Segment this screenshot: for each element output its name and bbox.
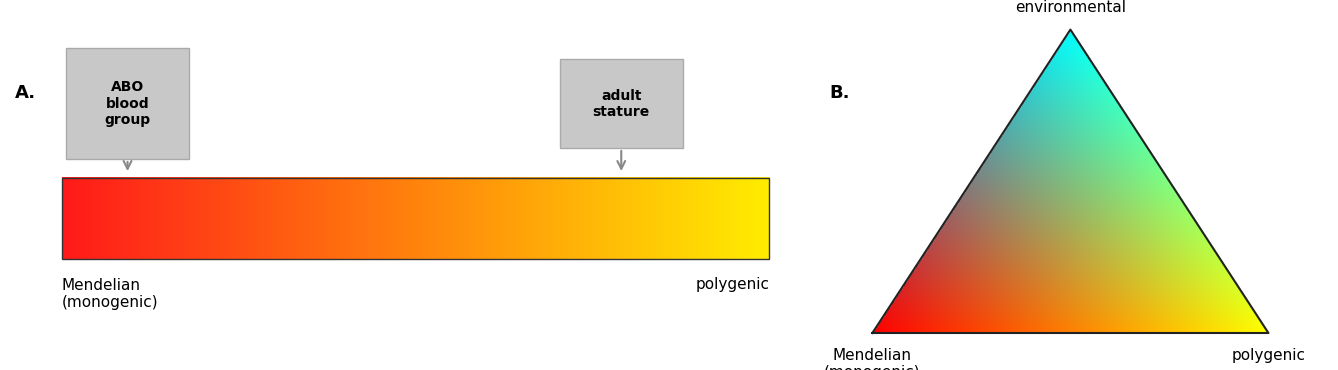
Text: Mendelian
(monogenic): Mendelian (monogenic) [62,278,158,310]
Text: ABO
blood
group: ABO blood group [104,80,151,127]
Text: B.: B. [830,84,850,101]
Text: A.: A. [15,84,36,101]
FancyBboxPatch shape [559,59,682,148]
Text: polygenic: polygenic [696,278,769,293]
FancyBboxPatch shape [66,48,189,159]
Text: polygenic: polygenic [1231,348,1306,363]
Text: adult
stature: adult stature [593,88,650,119]
Text: Mendelian
(monogenic): Mendelian (monogenic) [824,348,921,370]
Text: environmental: environmental [1016,0,1125,15]
